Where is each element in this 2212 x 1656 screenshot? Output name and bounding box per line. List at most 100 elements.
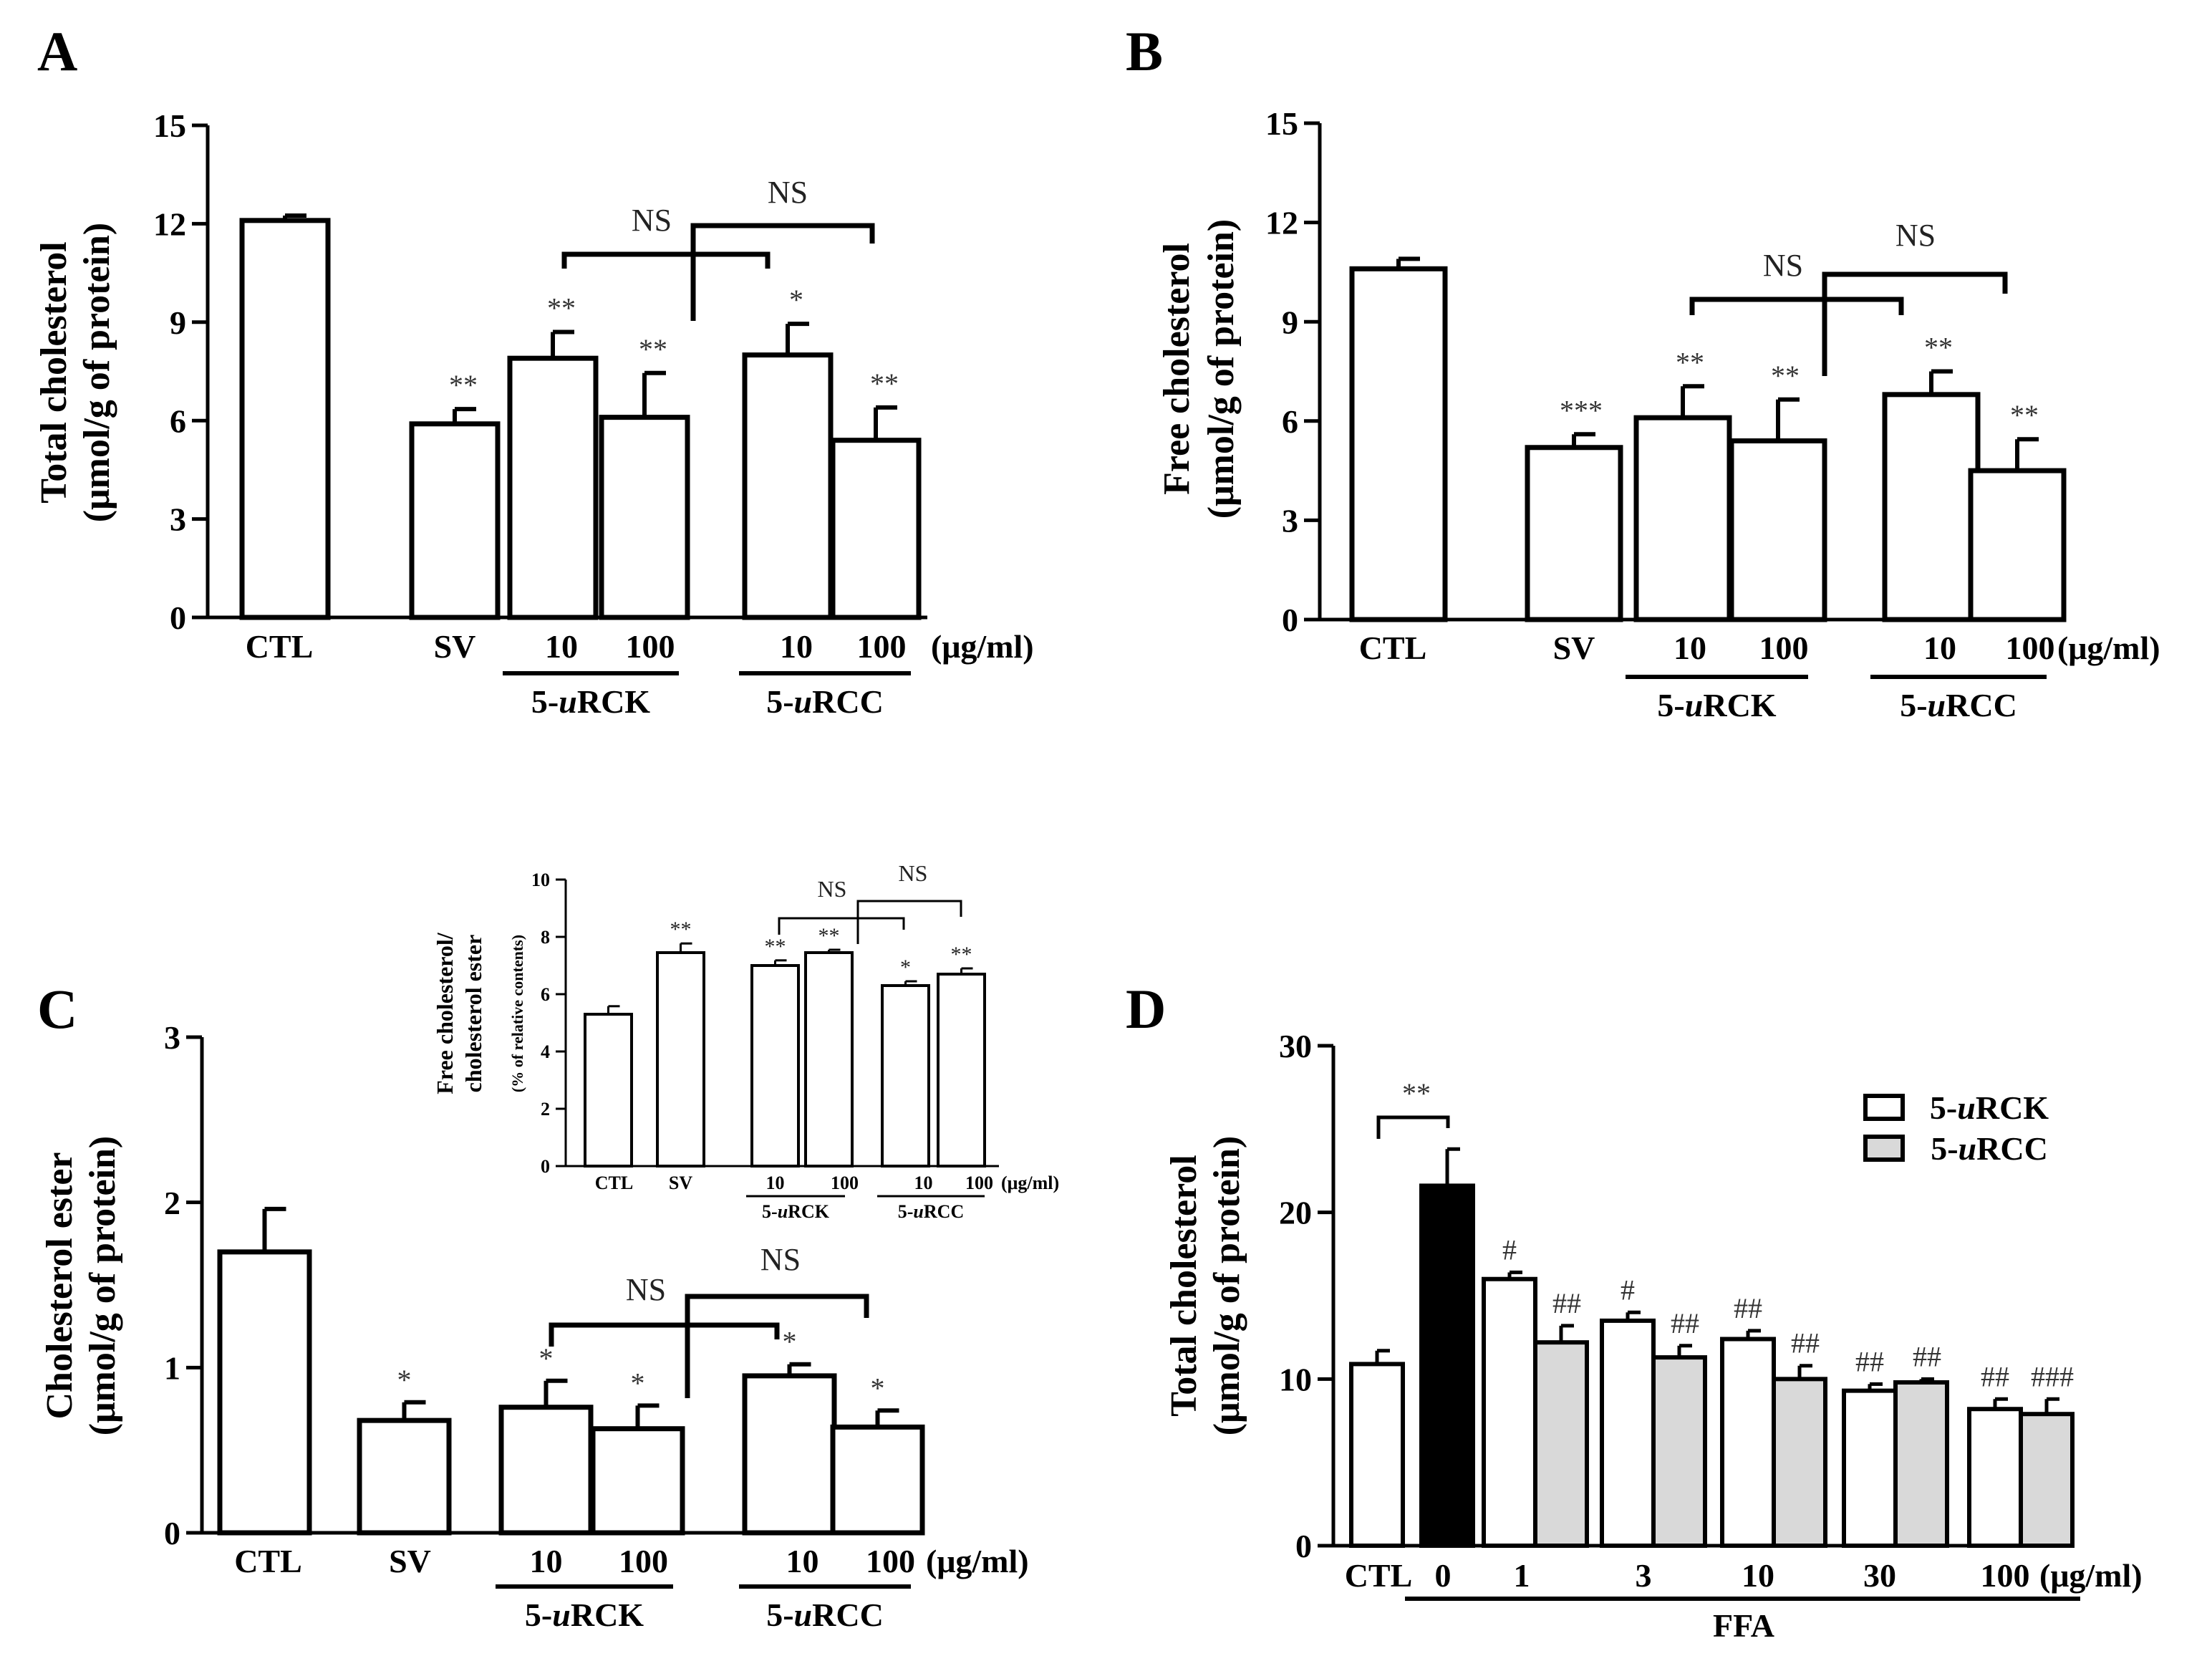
y-axis-label: Cholesterol ester <box>39 1152 80 1419</box>
ns-bracket <box>690 223 875 321</box>
panel-b: B 0 3 6 9 12 15 Free cholesterol (μmol/g of prot… <box>1126 20 2160 723</box>
significance-label: ** <box>951 943 972 966</box>
bar <box>881 984 930 1168</box>
significance-label: * <box>397 1364 412 1396</box>
significance-label: ### <box>2031 1360 2074 1392</box>
bar <box>750 964 800 1168</box>
x-tick-label: 100 <box>831 1173 859 1193</box>
y-tick-label: 4 <box>541 1041 550 1062</box>
bar <box>2019 1412 2075 1549</box>
y-tick-label: 30 <box>1279 1028 1312 1064</box>
y-tick-label: 20 <box>1279 1195 1312 1231</box>
significance-label: * <box>789 284 803 316</box>
bar <box>1349 1362 1405 1548</box>
y-tick-label: 2 <box>541 1099 550 1120</box>
bar <box>1720 1337 1776 1548</box>
x-tick-label: SV <box>1553 630 1595 666</box>
x-tick-label: 10 <box>1674 630 1706 666</box>
bar <box>1600 1318 1656 1549</box>
group-label: 5-uRCC <box>898 1201 964 1222</box>
bar <box>1729 438 1827 622</box>
unit-label: (μg/ml) <box>2039 1557 2143 1594</box>
x-tick-label: 3 <box>1636 1557 1652 1594</box>
y-tick-label: 6 <box>170 403 186 439</box>
bar <box>507 355 599 620</box>
y-tick-label: 9 <box>1282 304 1298 340</box>
y-tick-label: 2 <box>164 1185 180 1221</box>
ns-label: NS <box>626 1272 666 1307</box>
group-label: 5-uRCK <box>531 683 650 720</box>
panel-c-inset: 0 2 4 6 8 10 Free cholesterol/cholesterol este… <box>432 860 1059 1222</box>
significance-label: ** <box>1676 346 1704 378</box>
group-label: 5-uRCK <box>762 1201 830 1222</box>
ns-bracket <box>1689 297 1904 315</box>
group-label: 5-uRCK <box>525 1597 644 1633</box>
x-tick-label: SV <box>434 628 476 665</box>
significance-label: * <box>871 1372 885 1404</box>
y-axis-label: (μmol/g of protein) <box>1201 219 1242 519</box>
x-tick-label: 10 <box>1742 1557 1774 1594</box>
y-tick-label: 0 <box>164 1515 180 1551</box>
significance-label: * <box>900 955 911 979</box>
significance-label: ## <box>1855 1345 1884 1377</box>
bar <box>584 1013 633 1168</box>
bar <box>742 1373 837 1536</box>
panel-letter: A <box>37 20 77 82</box>
significance-label: ** <box>547 292 576 324</box>
group-label: FFA <box>1713 1607 1774 1644</box>
x-tick-label: 10 <box>1923 630 1956 666</box>
significance-label: ** <box>1924 332 1953 364</box>
panel-a: A 0 3 6 9 12 15 Total cholesterol (μmol/g of pro… <box>34 20 1034 720</box>
y-tick-label: 10 <box>531 870 550 890</box>
x-tick-label: 10 <box>530 1543 563 1579</box>
y-axis-label: Free cholesterol <box>1156 243 1197 495</box>
x-tick-label: 100 <box>1981 1557 2030 1594</box>
y-tick-label: 12 <box>153 206 186 243</box>
bar <box>937 973 986 1168</box>
bar <box>830 1424 925 1536</box>
y-axis-label: (% of relative contents) <box>508 935 526 1092</box>
x-tick-label: 10 <box>780 628 813 665</box>
ns-bracket <box>685 1294 869 1398</box>
y-axis-label: Total cholesterol <box>1164 1155 1204 1416</box>
y-axis-label: cholesterol ester <box>460 935 486 1093</box>
significance-label: ## <box>1981 1360 2009 1392</box>
significance-label: ## <box>1734 1292 1762 1324</box>
ns-label: NS <box>1763 248 1803 283</box>
y-tick-label: 0 <box>541 1156 550 1177</box>
y-axis-label: Free cholesterol/ <box>432 932 458 1094</box>
y-tick-label: 1 <box>164 1349 180 1386</box>
x-tick-label: CTL <box>234 1543 302 1579</box>
unit-label: (μg/ml) <box>926 1543 1029 1579</box>
bar <box>217 1249 312 1536</box>
group-label: 5-uRCC <box>766 683 884 720</box>
significance-label: ** <box>818 924 840 948</box>
bar <box>1893 1380 1949 1549</box>
x-tick-label: 100 <box>626 628 675 665</box>
y-tick-label: 0 <box>170 600 186 636</box>
bar <box>357 1417 452 1536</box>
x-tick-label: 1 <box>1514 1557 1530 1594</box>
ns-bracket <box>549 1322 780 1347</box>
x-tick-label: 10 <box>545 628 578 665</box>
x-tick-label: 100 <box>619 1543 668 1579</box>
y-tick-label: 12 <box>1265 205 1298 241</box>
bar <box>1482 1276 1537 1548</box>
group-label: 5-uRCC <box>1900 687 2017 723</box>
x-tick-label: SV <box>389 1543 431 1579</box>
y-tick-label: 6 <box>1282 403 1298 440</box>
bar <box>590 1426 685 1536</box>
significance-label: *** <box>1560 394 1603 426</box>
y-axis-label: (μmol/g of protein) <box>1207 1136 1247 1435</box>
x-tick-label: 100 <box>866 1543 915 1579</box>
legend-label: 5-uRCC <box>1931 1130 2048 1167</box>
unit-label: (μg/ml) <box>931 628 1034 665</box>
legend-swatch <box>1863 1094 1905 1121</box>
ns-label: NS <box>1895 218 1936 253</box>
x-tick-label: SV <box>669 1173 692 1193</box>
x-tick-label: CTL <box>246 628 314 665</box>
significance-label: ## <box>1791 1327 1820 1359</box>
bar <box>1533 1340 1589 1548</box>
x-tick-label: CTL <box>595 1173 633 1193</box>
significance-label: # <box>1502 1233 1517 1266</box>
